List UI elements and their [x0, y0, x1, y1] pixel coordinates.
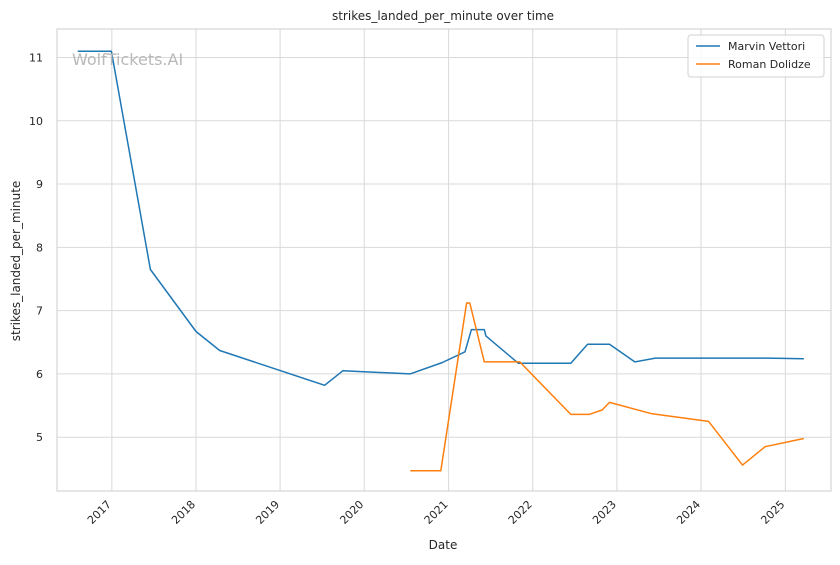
legend: Marvin Vettori Roman Dolidze	[687, 34, 825, 78]
legend-entry: Marvin Vettori	[728, 40, 805, 53]
y-tick-label: 7	[36, 305, 43, 318]
y-tick-label: 8	[36, 241, 43, 254]
legend-box	[687, 34, 825, 78]
series-line-1	[77, 50, 804, 387]
y-tick-label: 6	[36, 368, 43, 381]
y-axis-label: strikes_landed_per_minute	[9, 181, 23, 342]
watermark: WolfTickets.AI	[72, 50, 183, 69]
x-axis-label: Date	[429, 538, 458, 552]
y-tick-label: 10	[29, 115, 43, 128]
series-line-2	[410, 302, 804, 472]
y-tick-label: 11	[29, 51, 43, 64]
plot-frame	[56, 28, 832, 492]
chart-title: strikes_landed_per_minute over time	[332, 9, 554, 23]
y-tick-label: 9	[36, 178, 43, 191]
y-axis-ticks: 5 6 7 8 9 10 11	[29, 51, 43, 444]
series-layer	[77, 50, 804, 472]
y-tick-label: 5	[36, 431, 43, 444]
grid	[57, 29, 831, 491]
legend-entry: Roman Dolidze	[728, 58, 811, 71]
